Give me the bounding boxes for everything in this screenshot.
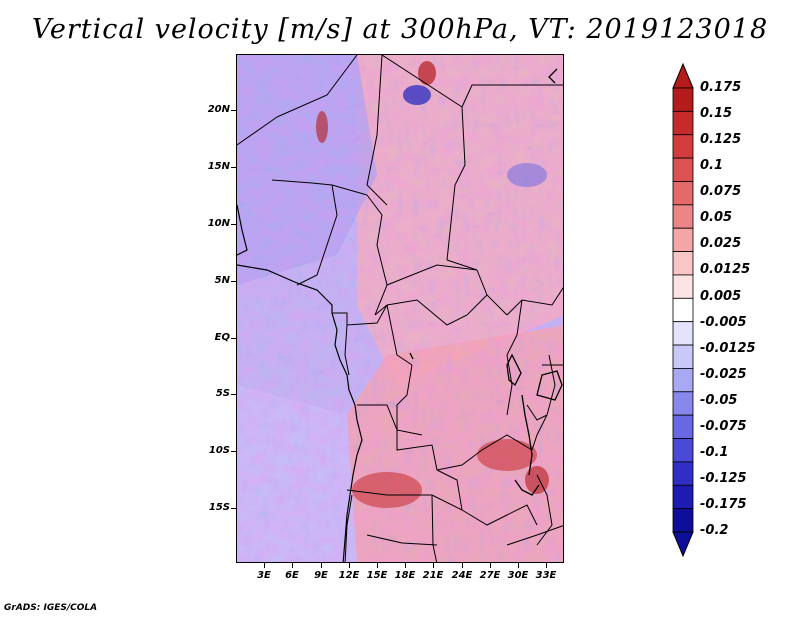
colorbar-segment (672, 87, 694, 112)
colorbar-segment (672, 204, 694, 229)
updraft-zambia (477, 439, 537, 471)
velocity-field (237, 55, 563, 562)
colorbar-label: -0.1 (700, 445, 729, 460)
lon-label-27e: 27E (479, 570, 501, 581)
strong-downdraft-north (403, 85, 431, 105)
lat-label-10n: 10N (207, 218, 230, 229)
colorbar-segment (672, 251, 694, 276)
lat-tick (231, 110, 236, 111)
lat-tick (231, 224, 236, 225)
colorbar-label: 0.075 (700, 184, 742, 199)
lat-tick (231, 338, 236, 339)
credit-text: GrADS: IGES/COLA (4, 603, 98, 613)
velocity-map (236, 54, 564, 563)
downdraft-east (507, 163, 547, 187)
lon-tick (377, 563, 378, 568)
lon-tick (321, 563, 322, 568)
colorbar-segment (672, 438, 694, 463)
lon-tick (292, 563, 293, 568)
lon-tick (405, 563, 406, 568)
colorbar-segment (672, 344, 694, 369)
colorbar-segment (672, 227, 694, 252)
strong-updraft-north (418, 61, 436, 85)
lat-label-20n: 20N (207, 104, 230, 115)
colorbar-segment (672, 368, 694, 393)
colorbar-label: -0.05 (700, 393, 738, 408)
updraft-malawi (525, 466, 549, 494)
lon-tick (490, 563, 491, 568)
lat-tick (231, 508, 236, 509)
colorbar-label: -0.075 (700, 419, 747, 434)
lon-label-15e: 15E (366, 570, 388, 581)
colorbar-segment (672, 414, 694, 439)
lon-label-12e: 12E (338, 570, 360, 581)
colorbar-label: -0.005 (700, 315, 747, 330)
lon-label-3e: 3E (257, 570, 271, 581)
lon-tick (462, 563, 463, 568)
colorbar-label: 0.0125 (700, 262, 751, 277)
lat-tick (231, 281, 236, 282)
colorbar-segment (672, 297, 694, 323)
updraft-west (316, 111, 328, 143)
lon-label-21e: 21E (422, 570, 444, 581)
country-borders (237, 55, 563, 562)
lon-tick (433, 563, 434, 568)
colorbar-segments (672, 62, 694, 558)
lat-label-15s: 15S (208, 502, 230, 513)
colorbar-arrow-bottom (672, 531, 694, 558)
colorbar-label: 0.005 (700, 289, 742, 304)
colorbar-label: -0.175 (700, 497, 747, 512)
lon-tick (264, 563, 265, 568)
colorbar-segment (672, 181, 694, 206)
colorbar-label: -0.125 (700, 471, 747, 486)
colorbar-label: 0.175 (700, 80, 742, 95)
colorbar-segment (672, 461, 694, 486)
lat-label-10s: 10S (208, 445, 230, 456)
colorbar-segment (672, 321, 694, 346)
colorbar-segment (672, 110, 694, 136)
coastline (237, 204, 363, 562)
lat-tick (231, 167, 236, 168)
lon-label-6e: 6E (285, 570, 299, 581)
colorbar-label: 0.05 (700, 210, 733, 225)
updraft-angola (352, 472, 422, 508)
colorbar-arrow-top (672, 62, 694, 89)
lakes (409, 68, 563, 496)
lon-label-33e: 33E (535, 570, 557, 581)
lon-label-24e: 24E (451, 570, 473, 581)
map-title: Vertical velocity [m/s] at 300hPa, VT: 2… (31, 14, 769, 45)
colorbar-label: 0.125 (700, 132, 742, 147)
lat-tick (231, 451, 236, 452)
lat-label-15n: 15N (207, 161, 230, 172)
colorbar-label: -0.025 (700, 367, 747, 382)
colorbar-segment (672, 157, 694, 182)
colorbar-label: 0.1 (700, 158, 724, 173)
colorbar-label: 0.025 (700, 236, 742, 251)
colorbar-segment (672, 134, 694, 159)
lon-tick (518, 563, 519, 568)
lat-label-5s: 5S (215, 388, 230, 399)
lon-label-9e: 9E (314, 570, 328, 581)
colorbar-segment (672, 508, 694, 533)
colorbar-segment (672, 484, 694, 510)
lon-tick (546, 563, 547, 568)
colorbar-segment (672, 274, 694, 299)
colorbar-label: -0.2 (700, 523, 729, 538)
lat-label-eq: EQ (214, 332, 230, 343)
colorbar-label: -0.0125 (700, 341, 756, 356)
colorbar-segment (672, 391, 694, 416)
lat-label-5n: 5N (214, 275, 230, 286)
colorbar-label: 0.15 (700, 106, 733, 121)
lon-tick (349, 563, 350, 568)
lon-label-18e: 18E (394, 570, 416, 581)
lon-label-30e: 30E (507, 570, 529, 581)
colorbar (672, 62, 694, 558)
lat-tick (231, 394, 236, 395)
